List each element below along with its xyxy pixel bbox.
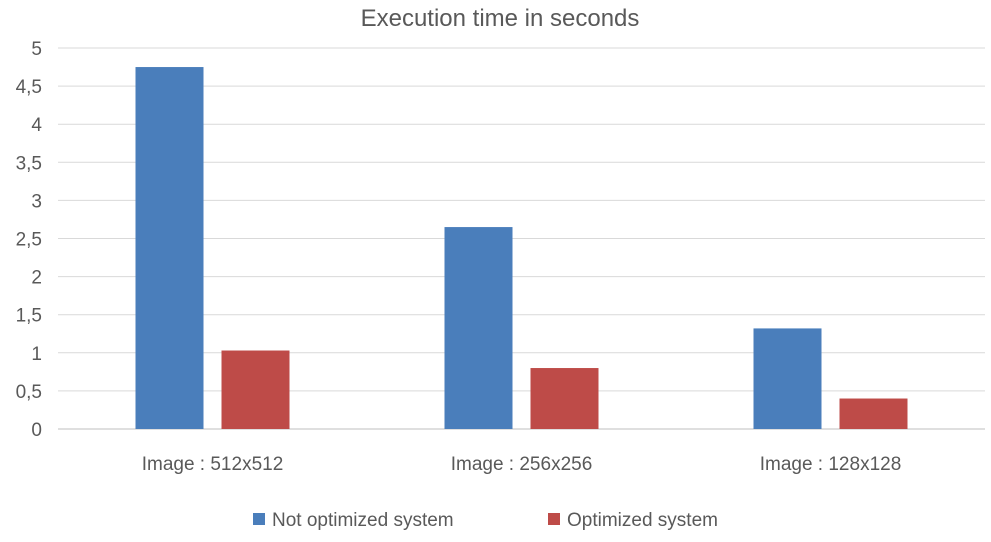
y-tick-label: 0,5 bbox=[16, 382, 42, 403]
y-tick-label: 4 bbox=[31, 115, 42, 136]
bar-not-optimized-2 bbox=[444, 227, 513, 429]
y-tick-label: 3 bbox=[31, 191, 42, 212]
y-tick-label: 1 bbox=[31, 344, 42, 365]
legend: Not optimized system Optimized system bbox=[253, 510, 718, 531]
legend-swatch bbox=[253, 513, 265, 525]
bar-not-optimized-3 bbox=[753, 328, 822, 429]
legend-label: Not optimized system bbox=[272, 510, 454, 531]
y-tick-label: 0 bbox=[31, 420, 42, 441]
gridlines bbox=[58, 47, 985, 430]
bar-optimized-1 bbox=[221, 350, 290, 429]
bar-optimized-3 bbox=[839, 398, 908, 429]
bars bbox=[135, 67, 908, 430]
chart-title: Execution time in seconds bbox=[361, 5, 640, 32]
y-tick-label: 2,5 bbox=[16, 230, 42, 251]
x-axis-category-labels: Image : 512x512 Image : 256x256 Image : 12… bbox=[142, 454, 902, 475]
y-tick-label: 3,5 bbox=[16, 153, 42, 174]
x-category-label: Image : 512x512 bbox=[142, 454, 284, 475]
legend-label: Optimized system bbox=[567, 510, 718, 531]
y-axis-tick-labels: 0 0,5 1 1,5 2 2,5 3 3,5 4 4,5 5 bbox=[16, 39, 43, 441]
y-tick-label: 2 bbox=[31, 268, 42, 289]
x-category-label: Image : 128x128 bbox=[760, 454, 902, 475]
y-tick-label: 5 bbox=[31, 39, 42, 60]
y-tick-label: 4,5 bbox=[16, 77, 42, 98]
y-tick-label: 1,5 bbox=[16, 306, 42, 327]
x-category-label: Image : 256x256 bbox=[451, 454, 593, 475]
legend-swatch bbox=[548, 513, 560, 525]
bar-optimized-2 bbox=[530, 368, 599, 429]
bar-not-optimized-1 bbox=[135, 67, 204, 430]
